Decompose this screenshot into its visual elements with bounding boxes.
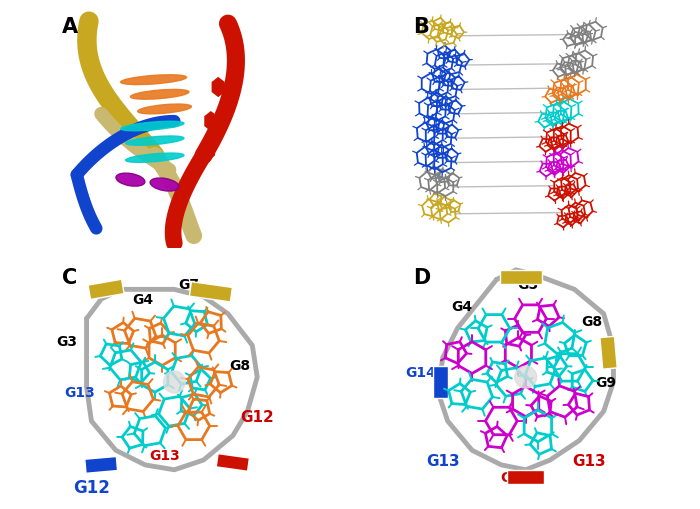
Text: G14: G14 [500, 470, 531, 484]
Ellipse shape [138, 105, 191, 115]
Text: G13: G13 [426, 453, 460, 468]
Text: G7: G7 [178, 278, 199, 292]
Bar [508, 470, 544, 484]
Bar [600, 336, 617, 370]
Text: D: D [414, 268, 430, 288]
Polygon shape [202, 142, 214, 160]
Polygon shape [212, 78, 224, 97]
Text: G13: G13 [64, 385, 94, 399]
Text: A: A [62, 17, 78, 37]
Text: G4: G4 [132, 293, 153, 306]
Text: G13: G13 [573, 453, 606, 468]
Text: G12: G12 [73, 478, 110, 496]
Ellipse shape [130, 90, 189, 100]
Text: C: C [62, 268, 78, 288]
Polygon shape [205, 112, 217, 131]
Text: G9: G9 [596, 375, 617, 389]
Text: G8: G8 [230, 358, 251, 372]
Text: G14: G14 [405, 365, 436, 380]
Text: G12: G12 [240, 409, 274, 424]
Bar [433, 366, 448, 398]
Ellipse shape [116, 174, 145, 187]
Ellipse shape [121, 122, 184, 131]
Ellipse shape [126, 137, 184, 146]
Text: G4: G4 [452, 300, 473, 314]
Text: G13: G13 [149, 448, 180, 462]
Text: B: B [414, 17, 429, 37]
Ellipse shape [120, 76, 186, 86]
Text: G8: G8 [581, 315, 602, 328]
Text: G3: G3 [57, 334, 78, 348]
Circle shape [163, 371, 186, 393]
Bar [85, 457, 118, 473]
Bar [216, 454, 249, 471]
Bar [88, 279, 124, 300]
Bar [500, 270, 542, 285]
Circle shape [514, 366, 537, 388]
Ellipse shape [126, 154, 184, 163]
Ellipse shape [150, 179, 179, 192]
Bar [189, 282, 232, 302]
Text: G5: G5 [517, 278, 539, 292]
